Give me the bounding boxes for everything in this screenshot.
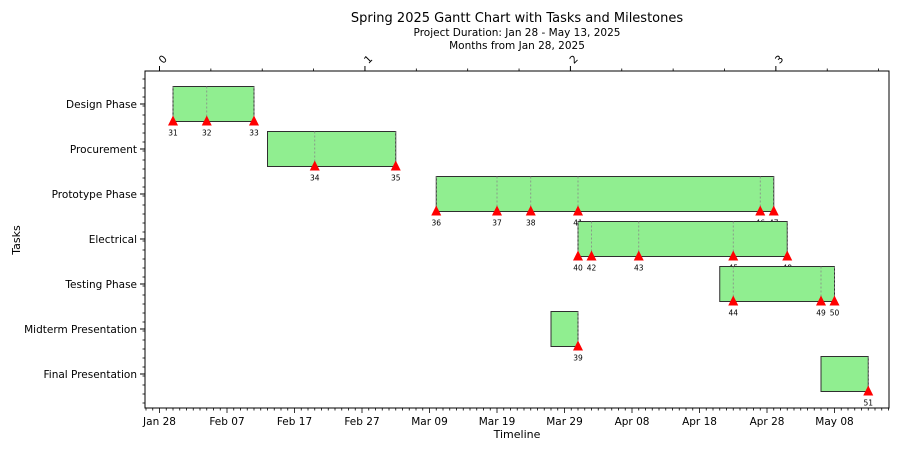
milestone-label: 50 — [830, 309, 840, 318]
x-tick-label: Apr 18 — [682, 416, 717, 428]
milestone-marker — [728, 295, 739, 306]
milestone-marker — [573, 205, 583, 216]
x-tick-label: May 08 — [815, 416, 853, 428]
top-tick-label: 2 — [568, 53, 581, 66]
task-bar — [267, 131, 397, 167]
chart-subtitle: Project Duration: Jan 28 - May 13, 2025 — [414, 27, 621, 39]
x-axis-label: Timeline — [493, 428, 541, 441]
y-tick-label: Testing Phase — [64, 279, 137, 291]
milestone-marker — [768, 205, 779, 216]
task-bar — [820, 356, 869, 392]
x-tick-label: Feb 07 — [209, 416, 244, 428]
milestone-marker — [829, 295, 840, 306]
chart-title: Spring 2025 Gantt Chart with Tasks and M… — [351, 11, 684, 26]
milestone-marker — [573, 250, 583, 261]
milestone-label: 34 — [310, 174, 320, 183]
milestone-marker — [755, 205, 766, 216]
task-bar — [435, 176, 775, 212]
milestone-label: 51 — [863, 399, 873, 408]
milestone-marker — [492, 205, 502, 216]
x-tick-label: Mar 29 — [546, 416, 583, 428]
milestone-marker — [782, 250, 793, 261]
task-bar — [577, 221, 788, 257]
milestone-marker — [525, 205, 536, 216]
task-layer: 3132333435363738414647404243454844495039… — [168, 86, 874, 408]
milestone-label: 35 — [391, 174, 401, 183]
milestone-marker — [728, 250, 739, 261]
y-tick-label: Design Phase — [66, 99, 137, 111]
task-bar — [550, 311, 579, 347]
milestone-label: 33 — [249, 129, 259, 138]
milestone-label: 49 — [816, 309, 826, 318]
milestone-marker — [390, 160, 401, 171]
x-tick-label: Feb 17 — [277, 416, 312, 428]
milestone-marker — [573, 340, 583, 351]
top-tick-label: 3 — [773, 53, 786, 66]
milestone-marker — [309, 160, 320, 171]
y-axis-label: Tasks — [10, 225, 23, 256]
y-tick-label: Final Presentation — [44, 369, 137, 381]
milestone-marker — [816, 295, 826, 306]
y-tick-label: Procurement — [70, 144, 137, 156]
y-tick-label: Electrical — [89, 234, 137, 246]
milestone-label: 43 — [634, 264, 644, 273]
milestone-label: 40 — [573, 264, 583, 273]
top-tick-label: 0 — [157, 53, 170, 66]
milestone-marker — [863, 385, 874, 396]
milestone-marker — [633, 250, 644, 261]
milestone-marker — [168, 115, 178, 126]
x-tick-label: Apr 08 — [615, 416, 650, 428]
x-tick-label: Mar 09 — [411, 416, 448, 428]
top-tick-label: 1 — [362, 53, 375, 66]
y-axis: Design Phase Procurement Prototype Phase El… — [24, 78, 145, 404]
x-tick-label: Jan 28 — [142, 416, 176, 428]
milestone-label: 38 — [526, 219, 536, 228]
milestone-label: 36 — [431, 219, 441, 228]
x-tick-label: Mar 19 — [479, 416, 516, 428]
y-tick-label: Prototype Phase — [52, 189, 137, 201]
top-axis-label: Months from Jan 28, 2025 — [449, 40, 585, 52]
milestone-label: 31 — [168, 129, 178, 138]
task-bar — [172, 86, 255, 122]
x-tick-label: Apr 28 — [750, 416, 785, 428]
x-tick-label: Feb 27 — [344, 416, 379, 428]
milestone-marker — [586, 250, 597, 261]
milestone-label: 39 — [573, 354, 583, 363]
task-bar — [719, 266, 835, 302]
milestone-label: 37 — [492, 219, 502, 228]
milestone-marker — [201, 115, 212, 126]
milestone-label: 32 — [202, 129, 212, 138]
top-axis: 0 1 2 3 — [157, 53, 879, 71]
x-axis: Jan 28 Feb 07 Feb 17 Feb 27 Mar 09 Mar 19 Mar … — [142, 408, 889, 428]
milestone-label: 42 — [587, 264, 597, 273]
milestone-marker — [431, 205, 442, 216]
y-tick-label: Midterm Presentation — [24, 324, 137, 336]
milestone-marker — [249, 115, 259, 126]
milestone-label: 44 — [728, 309, 738, 318]
